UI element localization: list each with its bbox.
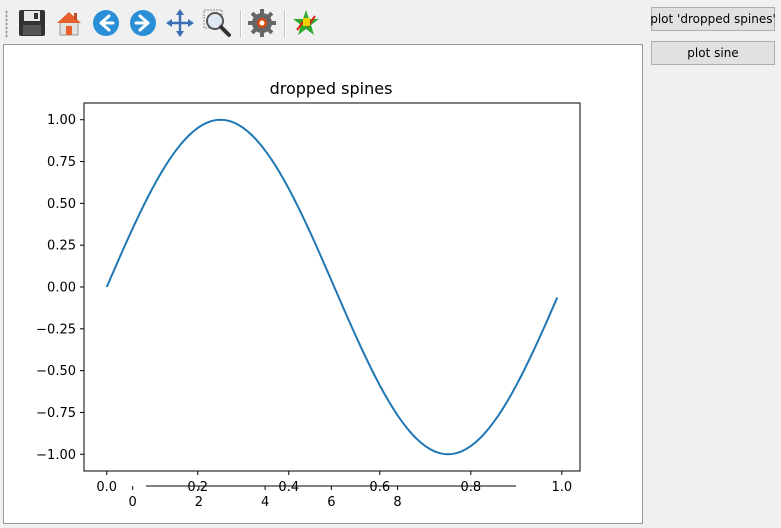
- figure-canvas[interactable]: dropped spines 1.00 0.75 0.50 0.25 0.00 −0.25…: [3, 44, 643, 524]
- save-icon: [19, 10, 45, 36]
- x-tick-label: 0.2: [187, 480, 208, 495]
- secondary-x-tick-label: 0: [129, 495, 137, 510]
- plot-dropped-spines-button[interactable]: plot 'dropped spines': [650, 7, 776, 31]
- plot-sine-button[interactable]: plot sine: [651, 41, 775, 65]
- back-button[interactable]: [89, 6, 123, 40]
- y-tick-label: 0.75: [47, 155, 76, 170]
- y-tick-label: 1.00: [47, 113, 76, 128]
- sine-series-line: [105, 118, 559, 456]
- home-button[interactable]: [52, 6, 86, 40]
- zoom-icon: [203, 9, 231, 37]
- pan-icon: [166, 9, 194, 37]
- y-tick-label: −1.00: [36, 448, 76, 463]
- y-tick-label: −0.75: [36, 406, 76, 421]
- edit-parameters-icon: [293, 10, 319, 35]
- pan-button[interactable]: [163, 6, 197, 40]
- secondary-x-axis: 0 2 4 6 8: [129, 485, 516, 510]
- x-tick-label: 0.8: [460, 480, 481, 495]
- axes-frame: [83, 102, 581, 472]
- secondary-x-tick-label: 4: [261, 495, 269, 510]
- forward-button[interactable]: [126, 6, 160, 40]
- x-tick-label: 0.0: [96, 480, 117, 495]
- y-tick-label: 0.25: [47, 239, 76, 254]
- y-tick-label: 0.50: [47, 197, 76, 212]
- toolbar-separator: [284, 10, 286, 38]
- edit-parameters-button[interactable]: [289, 6, 323, 40]
- configure-subplots-icon: [248, 9, 276, 37]
- y-tick-label: 0.00: [47, 281, 76, 296]
- zoom-button[interactable]: [200, 6, 234, 40]
- configure-subplots-button[interactable]: [245, 6, 279, 40]
- save-button[interactable]: [15, 6, 49, 40]
- back-icon: [93, 10, 119, 36]
- x-axis: 0.0 0.2 0.4 0.6 0.8 1.0: [96, 471, 572, 495]
- toolbar-grip[interactable]: [5, 10, 8, 38]
- secondary-x-tick-label: 2: [195, 495, 203, 510]
- line-chart: dropped spines 1.000.750.500.250.00−0.25…: [36, 79, 581, 510]
- secondary-x-tick-label: 8: [393, 495, 401, 510]
- secondary-x-tick-label: 6: [327, 495, 335, 510]
- home-icon: [57, 12, 81, 36]
- x-tick-label: 0.6: [369, 480, 390, 495]
- chart-title: dropped spines: [270, 79, 393, 98]
- y-axis: 1.00 0.75 0.50 0.25 0.00 −0.25 −0.50 −0.75 −1.00: [36, 113, 84, 463]
- toolbar-separator: [240, 10, 242, 38]
- y-tick-label: −0.50: [36, 364, 76, 379]
- navigation-toolbar: [0, 4, 645, 42]
- x-tick-label: 0.4: [278, 480, 299, 495]
- forward-icon: [130, 10, 156, 36]
- x-tick-label: 1.0: [551, 480, 572, 495]
- y-tick-label: −0.25: [36, 322, 76, 337]
